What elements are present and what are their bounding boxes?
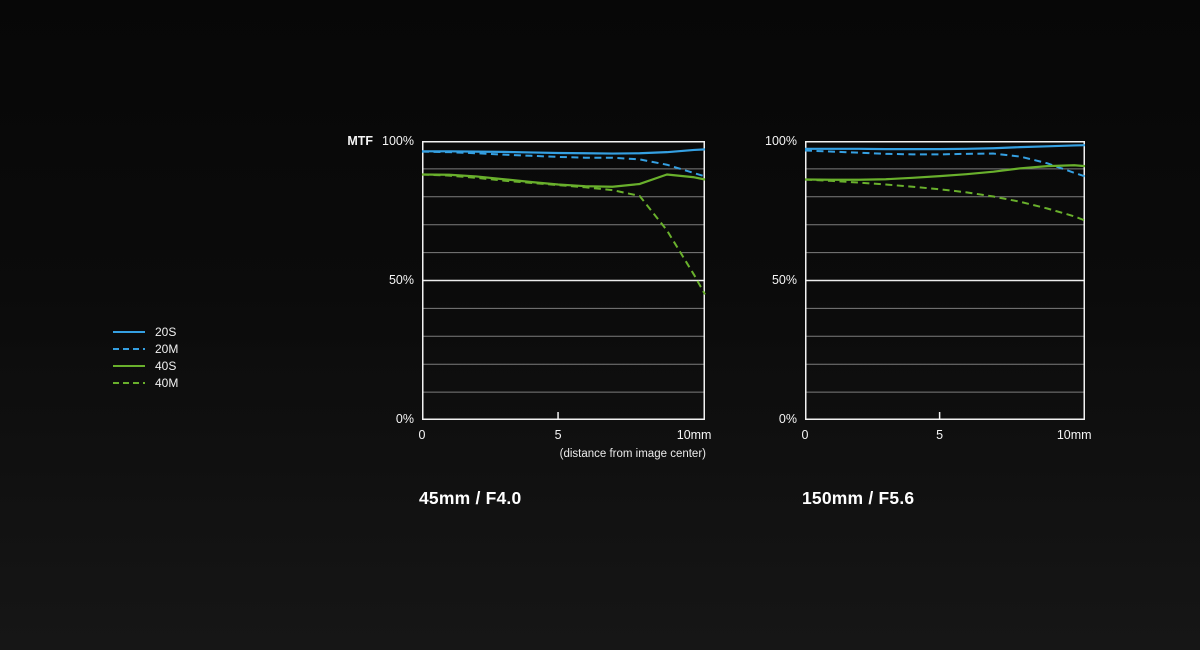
- legend: 20S 20M 40S 40M: [113, 323, 178, 391]
- legend-item: 40M: [113, 374, 178, 391]
- y-axis-label-100: 100%: [765, 134, 797, 148]
- y-axis-label-100: MTF 100%: [347, 134, 414, 148]
- plot-area-150mm: [804, 141, 1086, 420]
- y-axis-label-50: 50%: [388, 272, 414, 287]
- legend-label: 40M: [155, 375, 179, 390]
- chart-title-150mm: 150mm / F5.6: [802, 488, 915, 508]
- x-tick-label: 5: [554, 428, 562, 442]
- legend-item: 20S: [113, 323, 178, 340]
- x-tick-label: 5: [936, 428, 944, 442]
- x-tick-label: 10mm: [676, 428, 712, 442]
- legend-label: 20M: [155, 341, 179, 356]
- chart-title-45mm: 45mm / F4.0: [419, 488, 522, 508]
- x-axis-caption: (distance from image center): [559, 448, 706, 460]
- legend-item: 40S: [113, 357, 178, 374]
- legend-line-icon: [113, 330, 145, 333]
- legend-label: 40S: [155, 358, 177, 373]
- legend-line-icon: [113, 364, 145, 367]
- mtf-axis-title: MTF: [347, 134, 374, 148]
- x-tick-label: 0: [418, 428, 426, 442]
- legend-label: 20S: [155, 324, 177, 339]
- y-axis-label-0: 0%: [778, 412, 797, 426]
- legend-line-icon: [113, 347, 145, 350]
- legend-line-icon: [113, 381, 145, 384]
- legend-item: 20M: [113, 340, 178, 357]
- mtf-chart-45mm: MTF 100% 50% 0% 0 5 10mm (distance from i…: [347, 134, 711, 508]
- y-tick-label: 100%: [382, 134, 414, 148]
- x-tick-label: 0: [801, 428, 809, 442]
- y-axis-label-50: 50%: [771, 272, 797, 287]
- mtf-chart-150mm: 100% 50% 0% 0 5 10mm 150mm / F5.6: [765, 134, 1092, 508]
- x-tick-label: 10mm: [1056, 428, 1092, 442]
- plot-area-45mm: [421, 141, 706, 420]
- y-axis-label-0: 0%: [395, 412, 414, 426]
